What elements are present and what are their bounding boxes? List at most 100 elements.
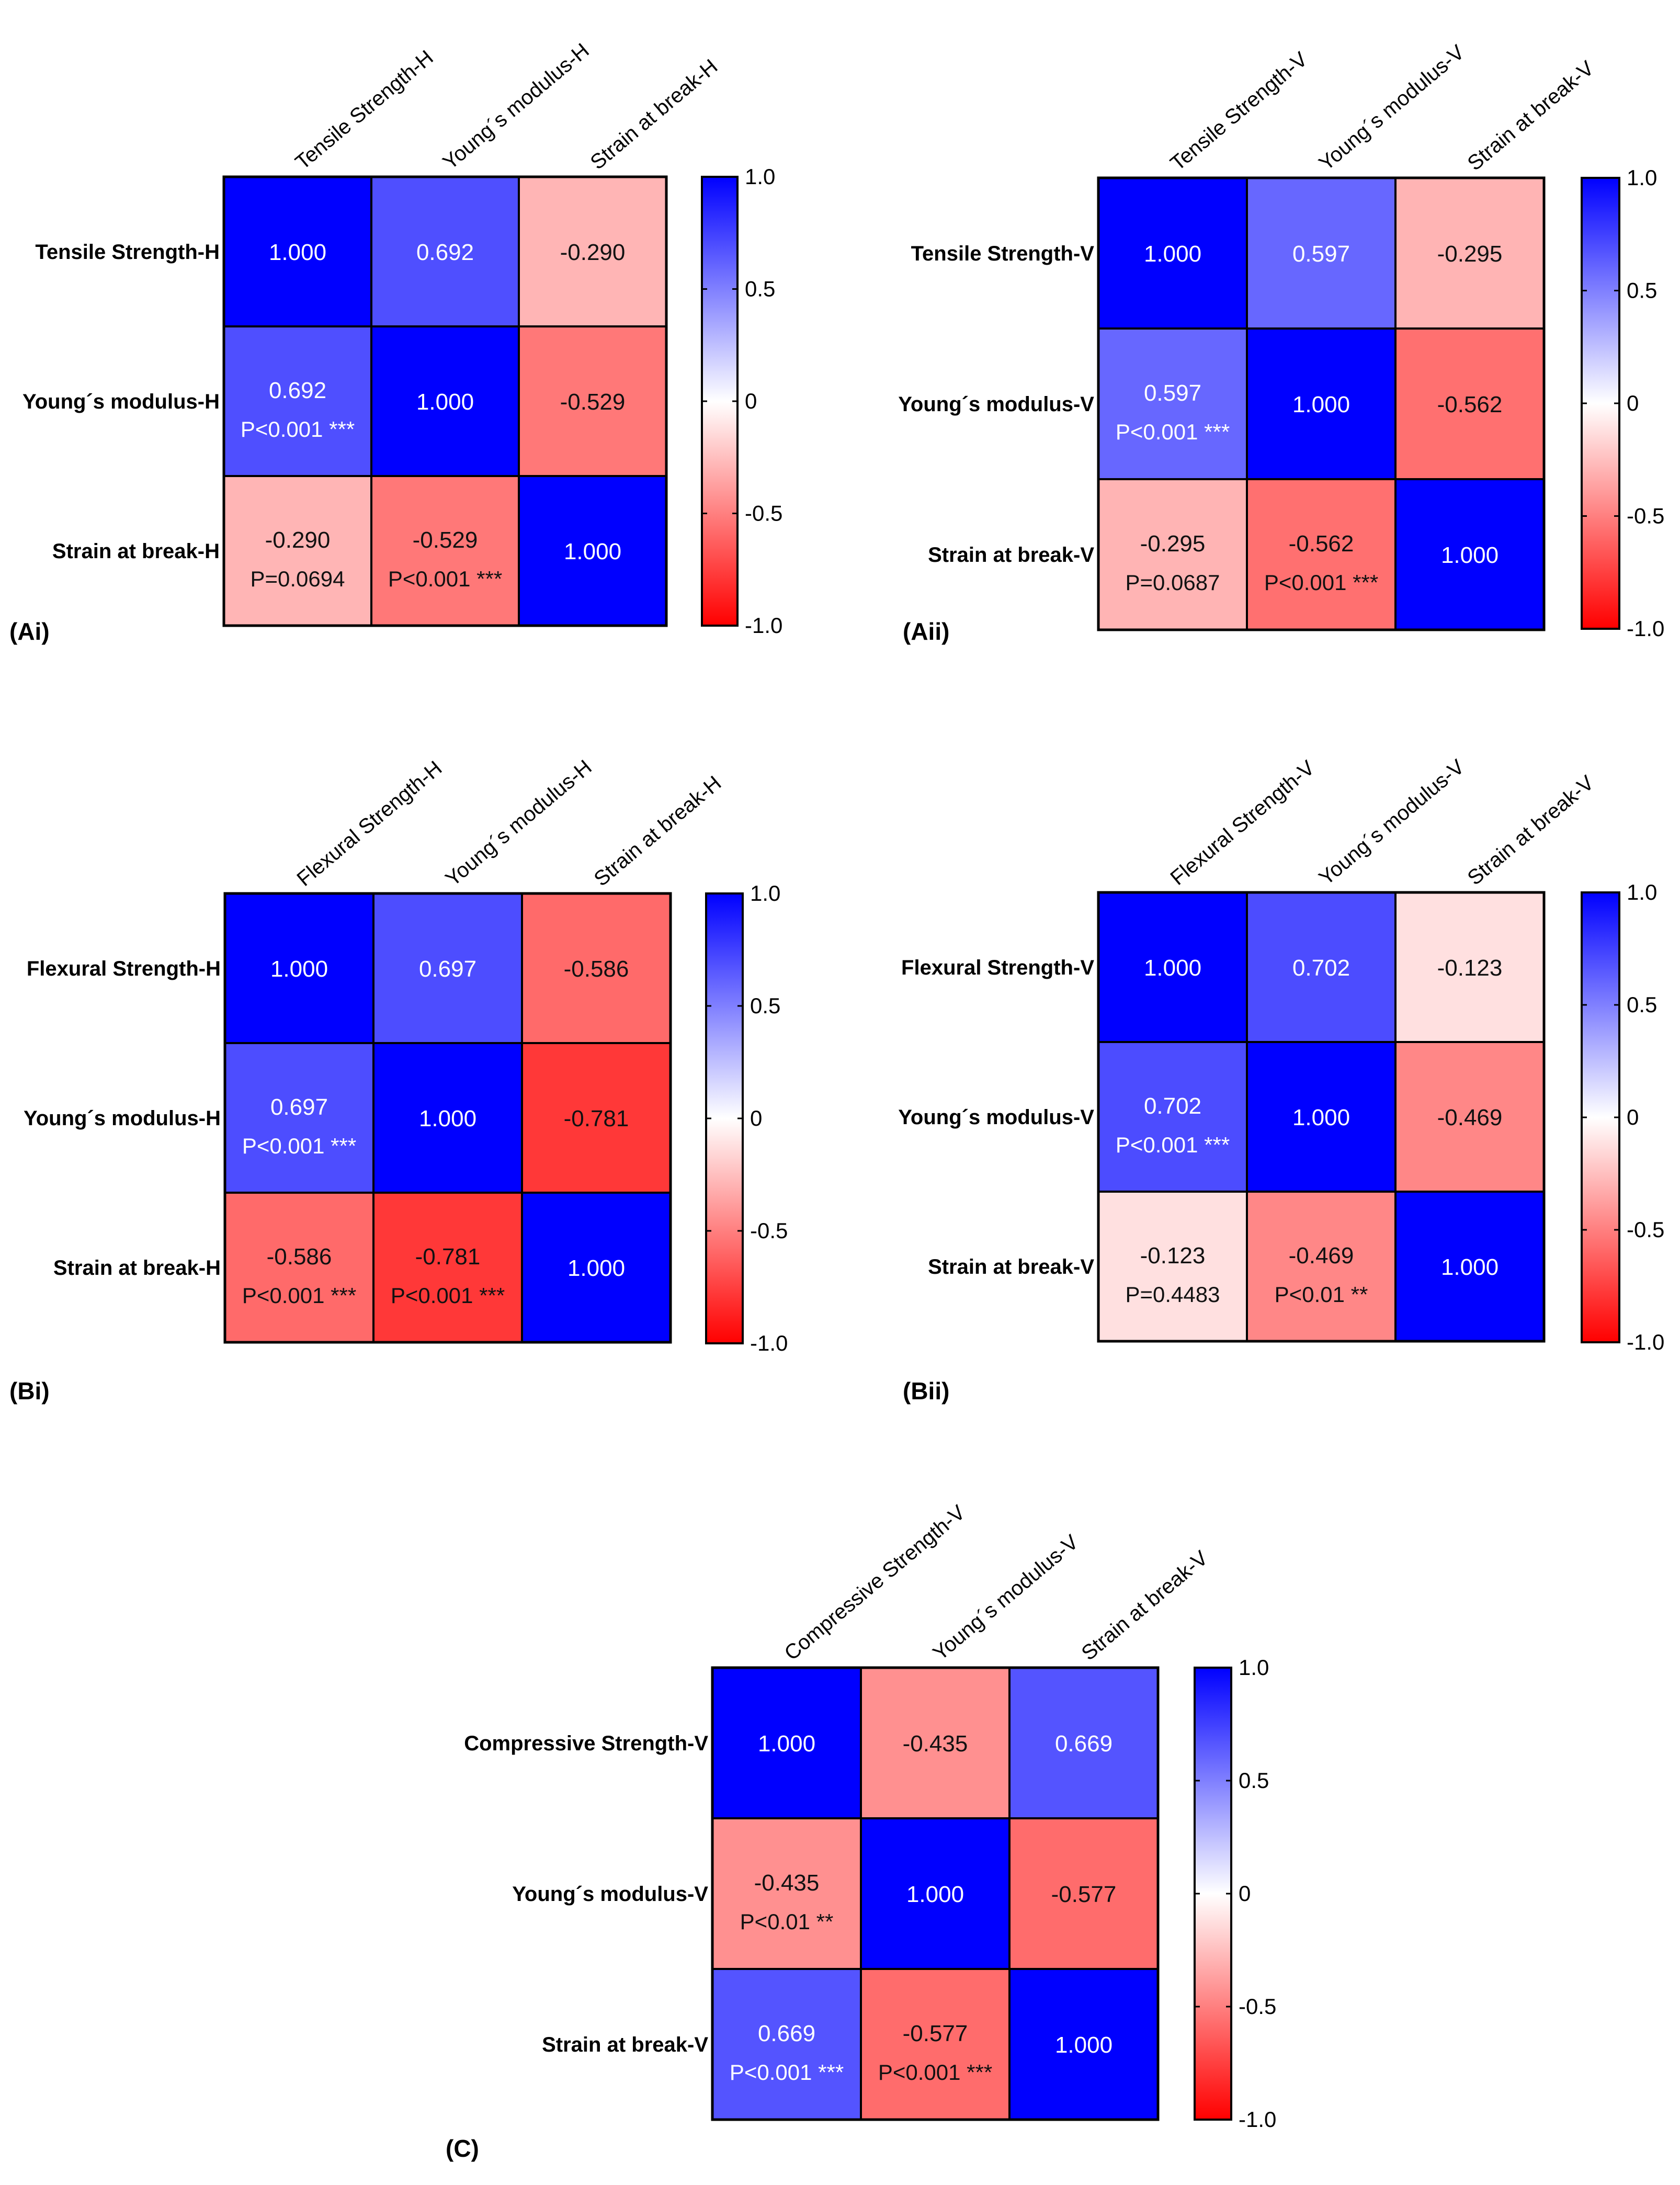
cell-value-label: -0.295 — [1140, 531, 1206, 557]
cell-value-label: -0.469 — [1437, 1105, 1503, 1130]
cell-pvalue-label: P<0.001 *** — [1116, 420, 1230, 444]
heatmap-border — [223, 892, 672, 1344]
row-label: Young´s modulus-H — [24, 1107, 221, 1130]
cell-pvalue-label: P<0.001 *** — [1264, 570, 1378, 595]
heatmap-cell — [1246, 891, 1397, 1043]
column-label: Young´s modulus-H — [441, 755, 596, 891]
heatmap-cell — [1246, 327, 1397, 480]
row-label: Flexural Strength-V — [901, 956, 1094, 979]
panel-label-bii: (Bii) — [903, 1377, 950, 1405]
cell-value-label: 0.697 — [419, 956, 476, 982]
colorbar-tick-label: 1.0 — [1239, 1655, 1269, 1680]
colorbar-tick-label: 0 — [745, 389, 757, 413]
column-label: Tensile Strength-V — [1166, 48, 1312, 175]
row-label: Compressive Strength-V — [464, 1732, 708, 1755]
colorbar-tick-label: -1.0 — [1627, 616, 1664, 641]
cell-pvalue-label: P<0.001 *** — [241, 417, 355, 441]
colorbar-tick-label: 0.5 — [1627, 278, 1657, 303]
cell-value-label: 1.000 — [1144, 955, 1201, 981]
cell-value-label: 1.000 — [1055, 2032, 1113, 2058]
cell-pvalue-label: P=0.4483 — [1125, 1282, 1220, 1307]
heatmap-cell — [1097, 891, 1248, 1043]
row-label: Strain at break-V — [542, 2033, 708, 2056]
colorbar — [701, 176, 739, 627]
heatmap-cell — [1097, 177, 1248, 330]
cell-value-label: 0.692 — [416, 240, 474, 265]
row-label: Young´s modulus-V — [512, 1883, 708, 1906]
row-label: Strain at break-H — [52, 540, 220, 563]
colorbar-tick-label: -0.5 — [1627, 504, 1664, 528]
cell-value-label: -0.529 — [560, 389, 626, 415]
row-label: Flexural Strength-H — [27, 957, 221, 980]
cell-value-label: -0.290 — [265, 527, 331, 553]
heatmap-cell — [372, 1042, 523, 1194]
cell-value-label: 0.669 — [758, 2021, 815, 2046]
colorbar-tick-label: 1.0 — [750, 881, 780, 905]
colorbar-tick-label: 1.0 — [745, 164, 775, 189]
heatmap-cell — [1097, 478, 1248, 631]
colorbar-tick-label: 0 — [1239, 1881, 1251, 1906]
colorbar-tick-label: 0.5 — [1239, 1768, 1269, 1793]
colorbar-tick-label: 1.0 — [1627, 880, 1657, 904]
colorbar-tick-label: -0.5 — [1239, 1994, 1276, 2019]
heatmap-cell — [223, 325, 372, 477]
cell-pvalue-label: P<0.001 *** — [1116, 1133, 1230, 1157]
heatmap-cell — [1394, 327, 1545, 480]
heatmap-cell — [521, 892, 672, 1044]
column-label: Flexural Strength-V — [1166, 756, 1319, 889]
column-label: Young´s modulus-V — [1315, 41, 1469, 175]
heatmap-cell — [860, 1667, 1011, 1819]
heatmap-border — [1097, 891, 1546, 1343]
cell-value-label: 0.597 — [1144, 380, 1201, 406]
cell-value-label: 1.000 — [1292, 1105, 1350, 1130]
panel-label-ai: (Ai) — [9, 618, 50, 645]
column-label: Strain at break-H — [586, 55, 722, 174]
cell-value-label: -0.577 — [1051, 1882, 1117, 1907]
colorbar-tick-label: -0.5 — [1627, 1217, 1664, 1242]
cell-value-label: 1.000 — [564, 539, 621, 564]
heatmap-cell — [223, 176, 372, 327]
colorbar-tick-label: 0.5 — [750, 993, 780, 1018]
colorbar-tick-label: 1.0 — [1627, 165, 1657, 190]
cell-value-label: -0.529 — [413, 527, 478, 553]
panel-label-aii: (Aii) — [903, 618, 950, 645]
cell-value-label: 1.000 — [758, 1731, 815, 1757]
colorbar-tick-label: -1.0 — [745, 613, 782, 638]
cell-value-label: 1.000 — [567, 1255, 625, 1281]
row-label: Tensile Strength-V — [911, 242, 1095, 265]
heatmap-cell — [224, 1042, 374, 1194]
cell-pvalue-label: P<0.001 *** — [878, 2060, 992, 2085]
heatmap-cell — [224, 1192, 374, 1343]
colorbar — [1581, 177, 1620, 630]
cell-value-label: -0.469 — [1289, 1243, 1354, 1269]
cell-pvalue-label: P<0.01 ** — [740, 1909, 834, 1934]
heatmap-cell — [1246, 177, 1397, 330]
cell-value-label: 0.697 — [270, 1094, 328, 1120]
cell-value-label: -0.781 — [415, 1244, 481, 1270]
colorbar-tick-label: -0.5 — [745, 501, 782, 526]
column-label: Strain at break-V — [1077, 1546, 1212, 1665]
heatmap-cell — [1394, 1041, 1545, 1193]
cell-value-label: -0.435 — [754, 1870, 820, 1896]
heatmap-cell — [1246, 1041, 1397, 1193]
heatmap-cell — [860, 1968, 1011, 2121]
row-label: Young´s modulus-V — [898, 393, 1094, 416]
cell-pvalue-label: P<0.01 ** — [1275, 1282, 1368, 1307]
heatmap-cell — [370, 475, 520, 627]
heatmap-border — [1097, 176, 1546, 631]
column-label: Young´s modulus-V — [929, 1531, 1083, 1665]
cell-value-label: 1.000 — [269, 240, 326, 265]
cell-value-label: -0.562 — [1437, 392, 1503, 417]
row-label: Tensile Strength-H — [35, 241, 220, 264]
cell-value-label: 0.692 — [269, 378, 326, 403]
cell-value-label: 1.000 — [1292, 392, 1350, 417]
cell-value-label: 1.000 — [270, 956, 328, 982]
cell-value-label: 0.597 — [1292, 241, 1350, 267]
cell-value-label: 1.000 — [419, 1106, 476, 1131]
panel-label-bi: (Bi) — [9, 1377, 50, 1405]
cell-value-label: -0.123 — [1140, 1243, 1206, 1269]
colorbar-tick-label: -0.5 — [750, 1218, 788, 1243]
cell-value-label: -0.562 — [1289, 531, 1354, 557]
